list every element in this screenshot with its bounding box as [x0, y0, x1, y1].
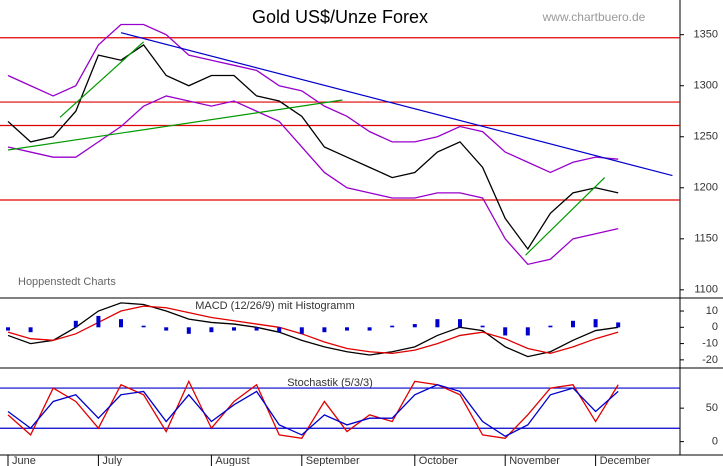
histogram-bar: [96, 315, 101, 328]
panel-title: Stochastik (5/3/3): [287, 377, 373, 389]
histogram-bar: [209, 327, 214, 333]
y-tick-label: 10: [706, 305, 718, 317]
x-tick-label: September: [306, 455, 360, 466]
histogram-bar: [571, 320, 575, 328]
trendline: [59, 41, 145, 118]
histogram-bar: [232, 327, 236, 331]
series-line: [7, 302, 619, 358]
source: www.chartbuero.de: [542, 10, 646, 24]
panel-title: MACD (12/26/9) mit Histogramm: [195, 300, 355, 312]
x-tick-label: October: [419, 455, 458, 466]
histogram-bar: [480, 325, 485, 328]
y-tick-label: 1100: [694, 284, 718, 296]
histogram-bar: [322, 327, 327, 333]
y-tick-label: 1200: [694, 182, 718, 194]
histogram-bar: [593, 319, 598, 328]
y-tick-label: 0: [712, 321, 718, 333]
y-tick-label: -20: [702, 354, 718, 366]
histogram-bar: [503, 327, 508, 336]
histogram-bar: [548, 325, 553, 328]
x-tick-label: July: [102, 455, 122, 466]
histogram-bar: [141, 325, 146, 328]
trendline: [525, 177, 606, 256]
histogram-bar: [186, 327, 191, 334]
watermark: Hoppenstedt Charts: [18, 276, 116, 288]
histogram-bar: [345, 327, 349, 331]
x-tick-label: December: [600, 455, 651, 466]
histogram-bar: [367, 327, 372, 331]
histogram-bar: [616, 322, 621, 328]
histogram-bar: [299, 327, 304, 334]
series-line: [7, 379, 619, 439]
histogram-bar: [73, 320, 78, 328]
y-tick-label: 1300: [694, 80, 718, 92]
histogram-bar: [390, 325, 395, 328]
y-tick-label: 1350: [694, 29, 718, 41]
histogram-bar: [28, 327, 33, 333]
histogram-bar: [525, 327, 530, 336]
histogram-bar: [6, 327, 10, 331]
x-tick-label: August: [215, 455, 249, 466]
histogram-bar: [119, 319, 123, 328]
series-line: [7, 384, 619, 438]
y-tick-label: 0: [712, 436, 718, 448]
histogram-bar: [254, 327, 259, 331]
x-tick-label: June: [12, 455, 36, 466]
series-line: [7, 44, 619, 251]
series-line: [7, 305, 619, 355]
histogram-bar: [458, 319, 462, 328]
histogram-bar: [164, 327, 169, 331]
histogram-bar: [412, 324, 417, 328]
y-tick-label: 1150: [694, 233, 718, 245]
histogram-bar: [277, 327, 282, 333]
histogram-bar: [435, 319, 440, 328]
y-tick-label: 50: [706, 402, 718, 414]
x-tick-label: November: [509, 455, 560, 466]
series-line: [7, 23, 619, 174]
series-line: [7, 95, 619, 266]
y-tick-label: 1250: [694, 131, 718, 143]
trendline: [120, 32, 673, 177]
chart-title: Gold US$/Unze Forex: [252, 7, 428, 27]
trendline: [7, 99, 343, 151]
y-tick-label: -10: [702, 337, 718, 349]
